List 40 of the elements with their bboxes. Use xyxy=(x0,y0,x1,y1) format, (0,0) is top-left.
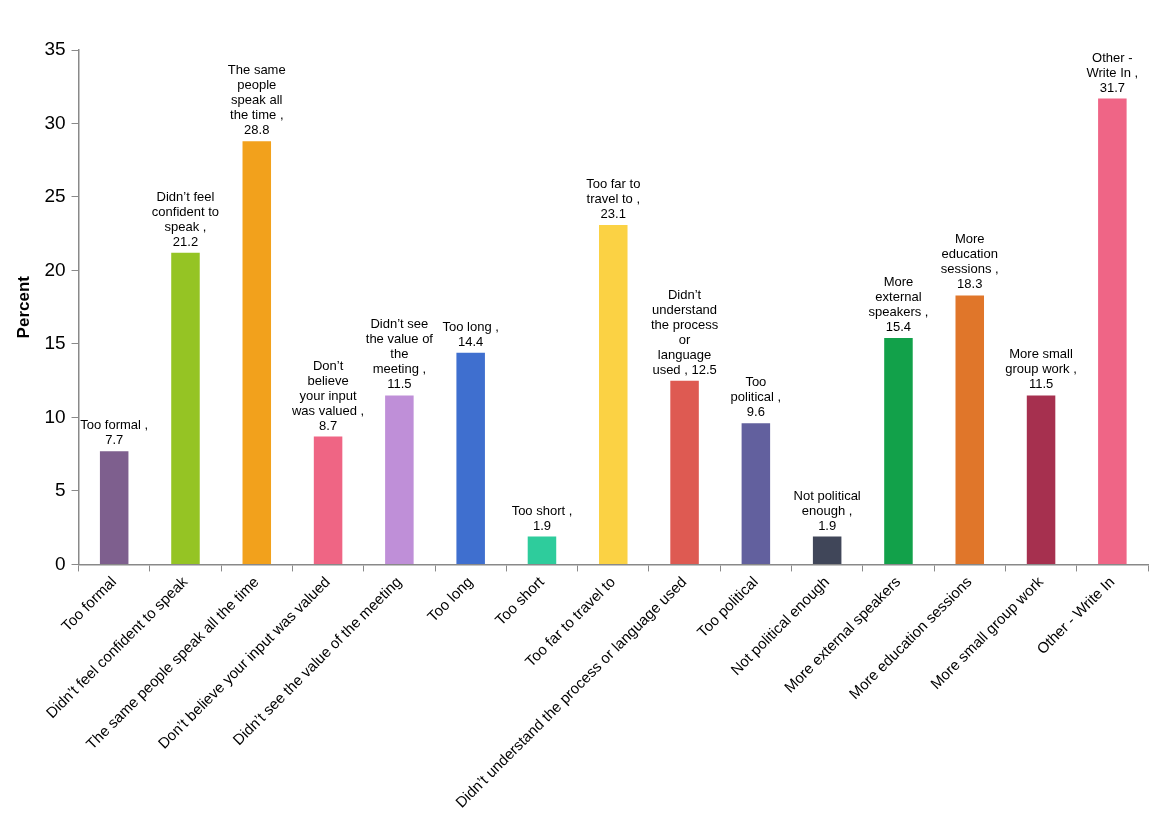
y-tick-label: 20 xyxy=(44,258,66,280)
data-label: Too far to travel to , 23.1 xyxy=(586,175,641,221)
data-label: More small group work , 11.5 xyxy=(1005,346,1077,392)
y-tick-label: 25 xyxy=(44,185,66,207)
bar xyxy=(955,295,985,564)
bar xyxy=(385,395,414,564)
bar xyxy=(242,141,272,564)
bar xyxy=(884,338,913,564)
bar xyxy=(527,536,557,564)
data-label: Too short , 1.9 xyxy=(511,502,573,533)
data-label: More external speakers , 15.4 xyxy=(868,274,929,335)
bar xyxy=(1098,98,1127,564)
y-tick-label: 15 xyxy=(44,332,66,354)
bar xyxy=(741,423,771,564)
bar xyxy=(99,451,129,564)
bar xyxy=(599,224,628,564)
y-tick-label: 35 xyxy=(44,38,66,60)
data-label: Other - Write In , 31.7 xyxy=(1086,49,1139,95)
y-tick-label: 5 xyxy=(54,479,66,501)
bar xyxy=(1026,395,1056,564)
y-tick-label: 0 xyxy=(54,552,66,574)
data-label: More education sessions , 18.3 xyxy=(940,231,999,292)
data-label: Too long , 14.4 xyxy=(442,318,499,349)
bar xyxy=(670,380,699,564)
data-label: Didn’t understand the process or language used , 12.5 xyxy=(650,286,719,377)
y-axis-title: Percent xyxy=(13,275,33,339)
data-label: Didn’t see the value of the meeting , 11.5 xyxy=(365,316,434,392)
data-label: Not political enough , 1.9 xyxy=(793,487,861,533)
y-tick-label: 10 xyxy=(44,405,66,427)
bar xyxy=(812,536,842,564)
data-label: Don’t believe your input was valued , 8.7 xyxy=(290,357,365,433)
data-label: Too political , 9.6 xyxy=(730,374,782,420)
bar xyxy=(171,252,200,564)
bar xyxy=(456,352,485,564)
data-label: Too formal , 7.7 xyxy=(80,417,149,448)
bar xyxy=(313,436,343,564)
data-label: The same people speak all the time , 28.8 xyxy=(227,62,286,138)
x-tick-label: Too long xyxy=(423,572,476,625)
y-tick-label: 30 xyxy=(44,111,66,133)
data-label: Didn’t feel confident to speak , 21.2 xyxy=(151,188,220,249)
